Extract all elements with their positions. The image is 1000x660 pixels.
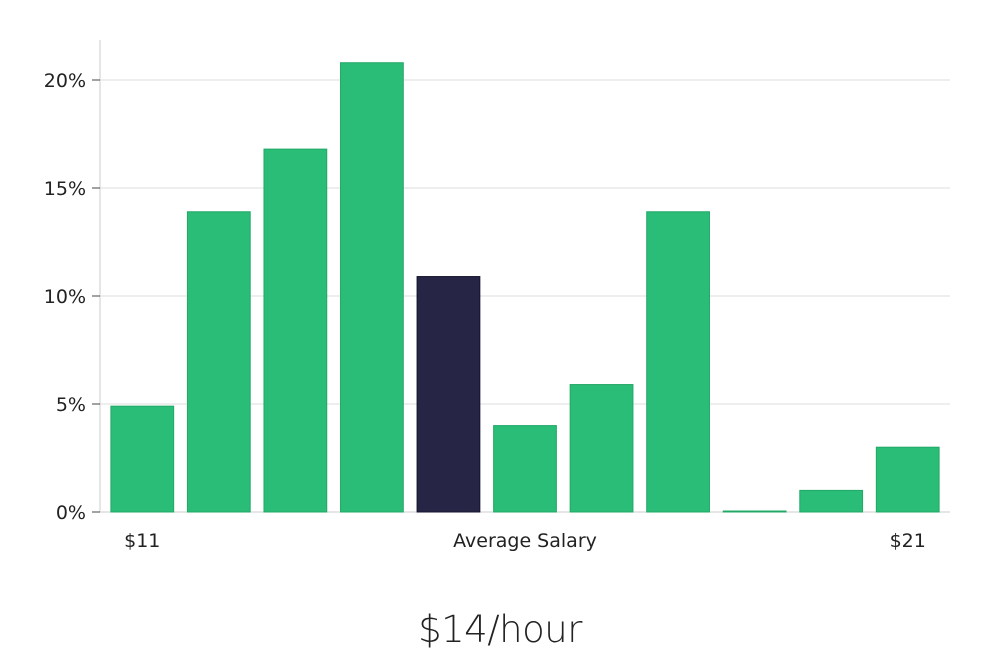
y-axis-ticks: 0% 5% 10% 15% 20%: [44, 70, 100, 524]
bar: [493, 425, 557, 513]
x-tick-label: $21: [890, 530, 926, 552]
bar: [263, 148, 328, 513]
x-tick-label: $11: [124, 530, 160, 552]
bar: [186, 211, 251, 513]
bar: [875, 446, 940, 513]
y-tick-label: 10%: [44, 286, 86, 308]
bar: [646, 211, 710, 513]
y-tick-label: 15%: [44, 178, 86, 200]
y-tick-label: 20%: [44, 70, 86, 92]
bar: [569, 384, 634, 513]
y-tick-label: 0%: [56, 502, 86, 524]
x-axis-title: Average Salary: [453, 530, 597, 552]
bar: [340, 62, 404, 513]
bar: [722, 510, 787, 513]
bar: [110, 405, 175, 513]
bar-highlighted: [416, 276, 481, 513]
bar: [799, 489, 864, 513]
bars: [110, 62, 940, 513]
salary-histogram-chart: 0% 5% 10% 15% 20% $11 $21 Average Salary: [44, 40, 950, 552]
average-salary-value: $14/hour: [418, 608, 582, 651]
y-tick-label: 5%: [56, 394, 86, 416]
x-axis-ticks: $11 $21: [124, 530, 926, 552]
